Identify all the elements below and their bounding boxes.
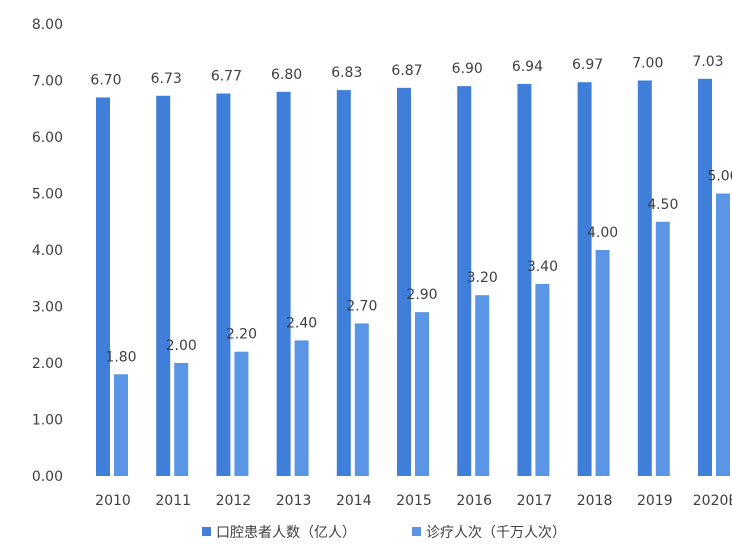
x-tick-label: 2019 (637, 493, 673, 509)
data-label-series-1: 6.87 (391, 63, 422, 79)
x-tick-label: 2015 (396, 493, 432, 509)
legend-swatch-series-1 (202, 527, 211, 536)
bar-series-1 (336, 90, 351, 476)
bar-series-1 (517, 83, 532, 476)
data-label-series-2: 5.00 (707, 169, 732, 185)
x-tick-label: 2014 (336, 493, 372, 509)
x-tick-label: 2013 (276, 493, 312, 509)
data-label-series-2: 2.20 (226, 327, 257, 343)
legend-swatch-series-2 (412, 527, 421, 536)
data-label-series-2: 3.20 (467, 270, 498, 286)
y-axis: 0.00 1.00 2.00 3.00 4.00 5.00 6.00 7.00 8.00 (32, 17, 63, 485)
x-axis: 2010 2011 2012 2013 2014 2015 2016 2017 2018 2019… (95, 493, 732, 509)
data-label-series-1: 6.90 (452, 61, 483, 77)
y-tick-label: 7.00 (32, 74, 63, 90)
data-label-series-1: 6.73 (151, 71, 182, 87)
bar-series-1 (216, 93, 231, 477)
bar-series-1 (577, 82, 592, 476)
bar-series-2 (415, 312, 429, 476)
data-label-series-2: 2.40 (286, 315, 317, 331)
bar-series-1 (698, 78, 712, 477)
bar-series-2 (535, 283, 550, 476)
legend-label-series-2: 诊疗人次（千万人次） (426, 525, 566, 541)
y-tick-label: 3.00 (32, 300, 63, 316)
data-label-series-1: 7.00 (632, 56, 663, 72)
x-tick-label: 2018 (577, 493, 613, 509)
y-tick-label: 4.00 (32, 243, 63, 259)
data-label-series-2: 4.50 (647, 197, 678, 213)
bar-series-2 (234, 351, 249, 476)
bar-series-1 (397, 87, 411, 476)
bars-group (96, 78, 730, 477)
y-tick-label: 0.00 (32, 469, 63, 485)
bar-series-1 (156, 95, 171, 476)
x-tick-label: 2017 (517, 493, 553, 509)
x-tick-label: 2010 (95, 493, 131, 509)
x-tick-label: 2012 (216, 493, 252, 509)
data-label-series-1: 6.94 (512, 59, 543, 75)
data-label-series-1: 6.80 (271, 67, 302, 83)
data-label-series-1: 6.77 (211, 68, 242, 84)
y-tick-label: 1.00 (32, 413, 63, 429)
bar-series-1 (96, 97, 110, 476)
bar-series-2 (475, 295, 490, 476)
bar-series-2 (174, 363, 189, 476)
x-tick-label: 2011 (155, 493, 191, 509)
bar-series-2 (354, 323, 369, 476)
data-label-series-2: 4.00 (587, 225, 618, 241)
bar-series-1 (457, 86, 472, 477)
data-label-series-2: 1.80 (105, 349, 136, 365)
x-tick-label: 2020E (693, 493, 732, 509)
bar-series-2 (294, 340, 309, 476)
bar-series-1 (637, 80, 652, 476)
data-labels-group: 6.70 6.73 6.77 6.80 6.83 6.87 6.90 6.94 6.97 7.00… (90, 54, 732, 365)
data-label-series-2: 2.70 (346, 298, 377, 314)
bar-series-2 (114, 374, 128, 476)
bar-series-2 (595, 250, 610, 476)
y-tick-label: 5.00 (32, 187, 63, 203)
data-label-series-2: 2.00 (166, 338, 197, 354)
data-label-series-1: 6.97 (572, 57, 603, 73)
bar-series-2 (655, 221, 670, 476)
y-tick-label: 2.00 (32, 356, 63, 372)
data-label-series-1: 7.03 (692, 54, 723, 70)
y-tick-label: 6.00 (32, 130, 63, 146)
x-tick-label: 2016 (456, 493, 492, 509)
data-label-series-2: 3.40 (527, 259, 558, 275)
y-tick-label: 8.00 (32, 17, 63, 33)
bar-series-1 (276, 91, 291, 477)
data-label-series-2: 2.90 (406, 287, 437, 303)
legend-label-series-1: 口腔患者人数（亿人） (216, 525, 356, 541)
data-label-series-1: 6.70 (90, 72, 121, 88)
legend: 口腔患者人数（亿人） 诊疗人次（千万人次） (202, 525, 566, 541)
bar-series-2 (716, 193, 730, 476)
data-label-series-1: 6.83 (331, 65, 362, 81)
